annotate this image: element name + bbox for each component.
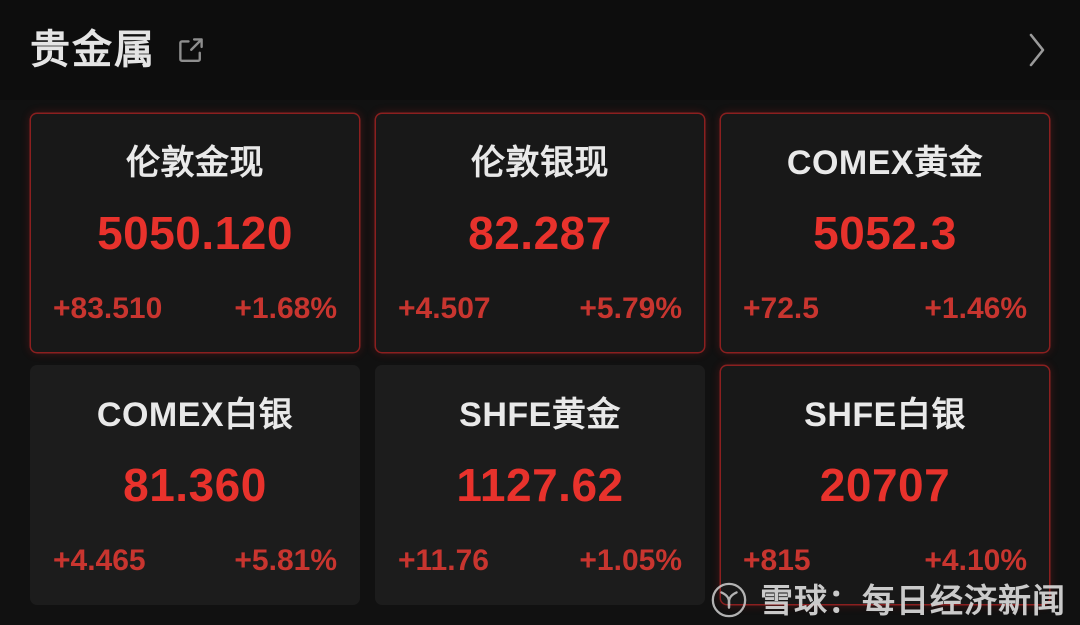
quote-card-change-percent: +5.79% (579, 292, 682, 325)
quote-card-london-gold[interactable]: 伦敦金现 5050.120 +83.510 +1.68% (30, 113, 360, 353)
panel-header: 贵金属 (0, 0, 1080, 100)
quote-card-change-percent: +1.05% (579, 544, 682, 577)
quote-card-price: 81.360 (123, 459, 267, 511)
quote-card-shfe-gold[interactable]: SHFE黄金 1127.62 +11.76 +1.05% (375, 365, 705, 605)
quote-card-change-value: +4.507 (398, 292, 491, 325)
quote-card-change-row: +4.507 +5.79% (376, 294, 704, 324)
quote-card-price: 5050.120 (97, 207, 293, 259)
quote-card-change-percent: +1.46% (924, 292, 1027, 325)
quote-card-name: 伦敦银现 (471, 144, 609, 182)
page-title: 贵金属 (30, 28, 156, 72)
quote-card-london-silver[interactable]: 伦敦银现 82.287 +4.507 +5.79% (375, 113, 705, 353)
quote-card-price: 82.287 (468, 207, 612, 259)
quote-card-comex-silver[interactable]: COMEX白银 81.360 +4.465 +5.81% (30, 365, 360, 605)
quote-card-grid: 伦敦金现 5050.120 +83.510 +1.68% 伦敦银现 82.287… (30, 113, 1050, 605)
quote-card-change-row: +815 +4.10% (721, 546, 1049, 576)
quote-card-change-row: +72.5 +1.46% (721, 294, 1049, 324)
external-link-icon[interactable] (176, 35, 206, 65)
quote-card-change-row: +83.510 +1.68% (31, 294, 359, 324)
quote-card-name: SHFE白银 (804, 396, 966, 434)
quote-card-change-value: +72.5 (743, 292, 819, 325)
quote-card-comex-gold[interactable]: COMEX黄金 5052.3 +72.5 +1.46% (720, 113, 1050, 353)
quote-card-change-value: +4.465 (53, 544, 146, 577)
quote-card-change-value: +815 (743, 544, 811, 577)
quote-card-name: COMEX白银 (96, 396, 294, 434)
chevron-right-icon[interactable] (1020, 29, 1054, 71)
quote-card-name: 伦敦金现 (126, 144, 264, 182)
quote-card-price: 20707 (819, 459, 951, 511)
quote-card-price: 5052.3 (813, 207, 957, 259)
quote-card-change-row: +4.465 +5.81% (31, 546, 359, 576)
quote-card-change-percent: +1.68% (234, 292, 337, 325)
quote-card-change-percent: +4.10% (924, 544, 1027, 577)
quote-card-shfe-silver[interactable]: SHFE白银 20707 +815 +4.10% (720, 365, 1050, 605)
quote-card-price: 1127.62 (456, 459, 624, 511)
quote-card-change-row: +11.76 +1.05% (376, 546, 704, 576)
quote-card-change-value: +11.76 (398, 544, 489, 577)
quote-card-change-value: +83.510 (53, 292, 163, 325)
quote-card-name: COMEX黄金 (786, 144, 984, 182)
quote-card-name: SHFE黄金 (459, 396, 621, 434)
quote-card-change-percent: +5.81% (234, 544, 337, 577)
